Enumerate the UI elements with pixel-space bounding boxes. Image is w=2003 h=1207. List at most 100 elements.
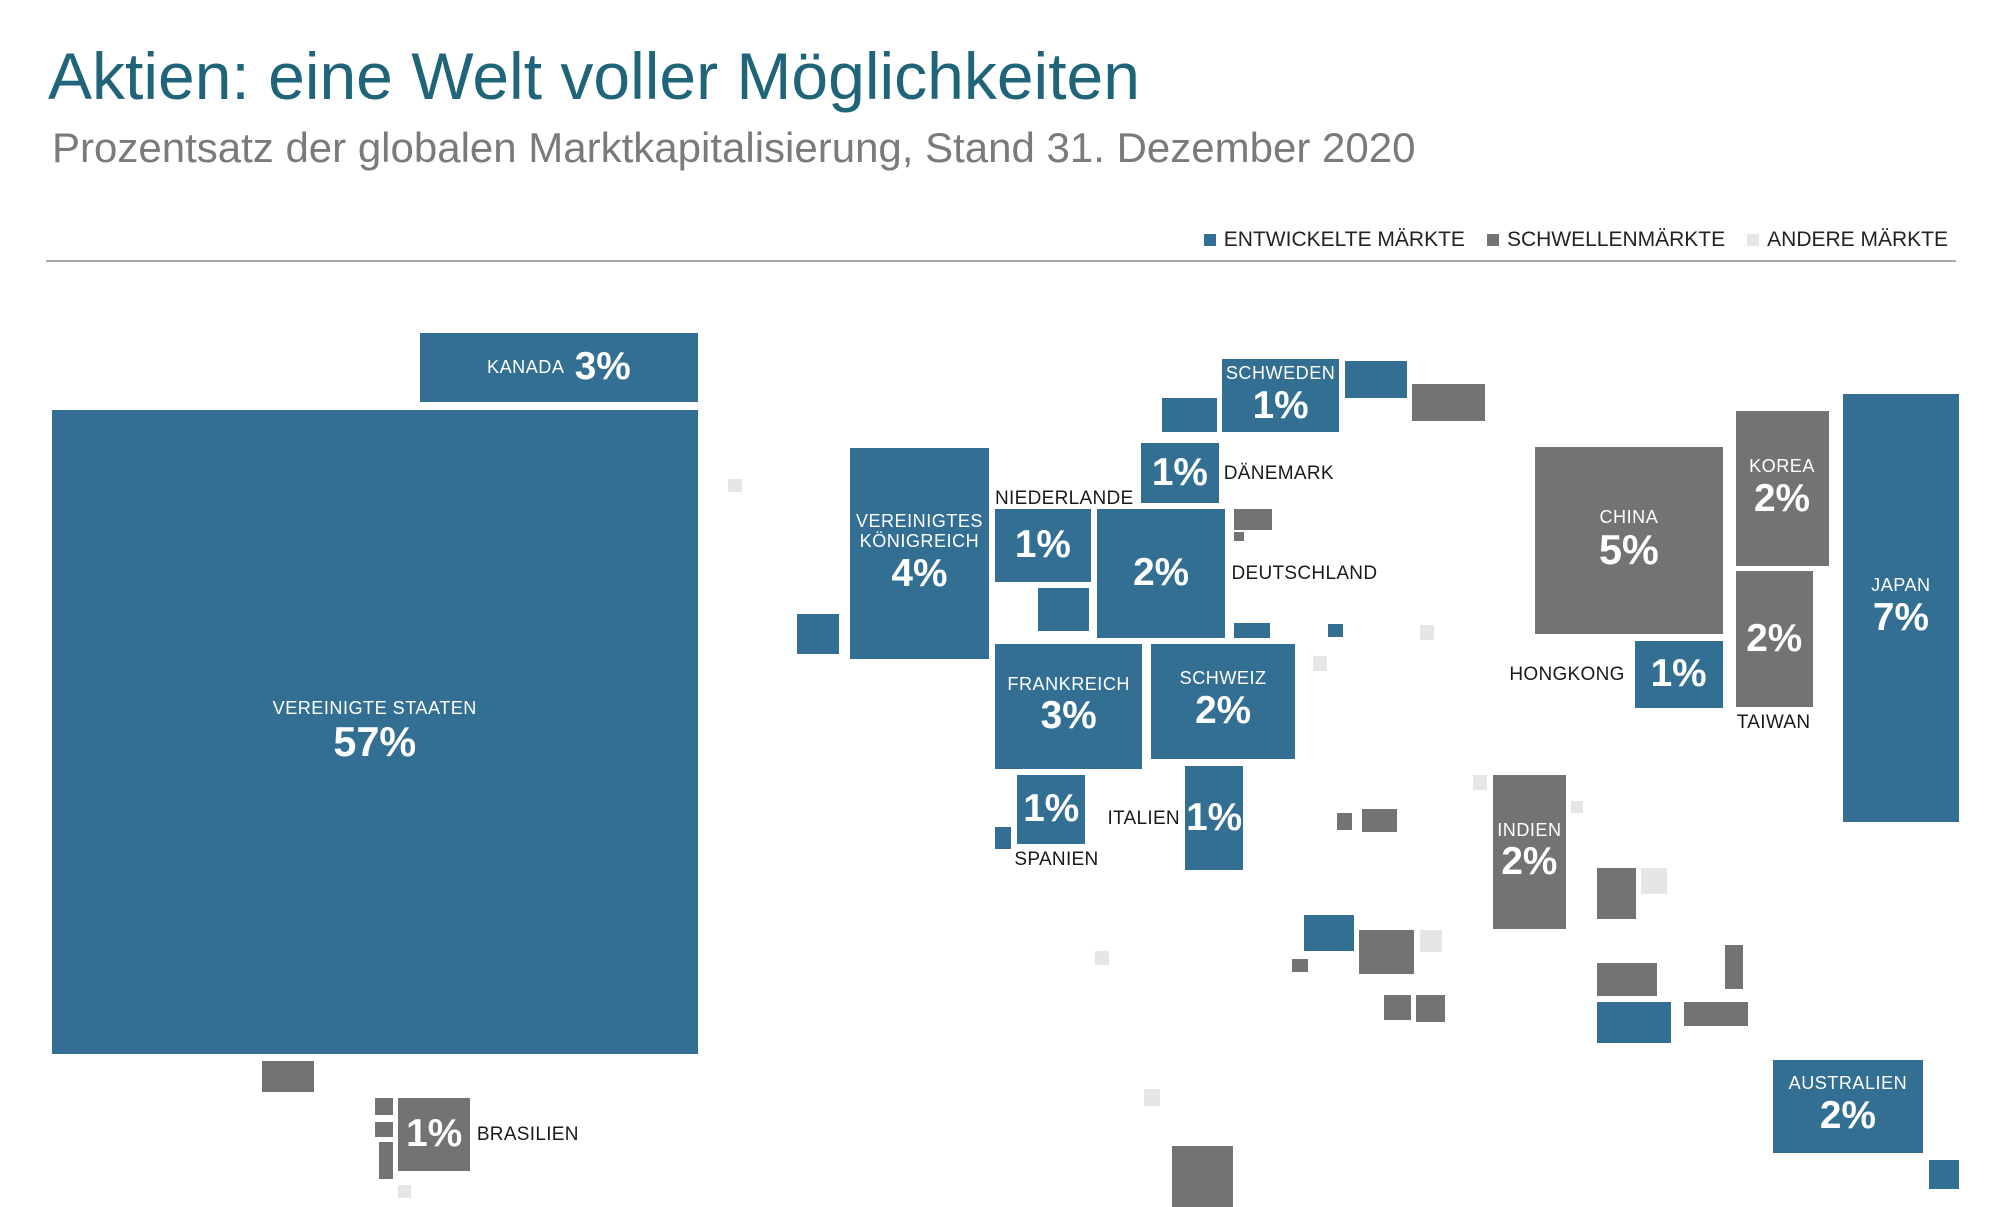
- unlabeled-market-tile: [1597, 1001, 1671, 1043]
- tile-content-spanien: 1%: [1017, 775, 1085, 843]
- country-tile-kanada: KANADA 3%: [419, 333, 698, 402]
- unlabeled-market-tile: [1725, 944, 1744, 989]
- country-name-australien: AUSTRALIEN: [1788, 1073, 1908, 1094]
- unlabeled-market-tile: [398, 1185, 411, 1198]
- country-value-deutschland: 2%: [1133, 551, 1190, 595]
- country-name-taiwan: TAIWAN: [1736, 712, 1811, 734]
- country-name-china: CHINA: [1599, 506, 1659, 527]
- country-name-schweiz: SCHWEIZ: [1179, 668, 1267, 689]
- country-tile-schweiz: SCHWEIZ 2%: [1151, 643, 1295, 759]
- country-tile-taiwan: 2%: [1735, 571, 1814, 707]
- tile-content-taiwan: 2%: [1736, 571, 1814, 707]
- unlabeled-market-tile: [1683, 1001, 1749, 1027]
- unlabeled-market-tile: [1172, 1146, 1233, 1207]
- country-name-frankreich: FRANKREICH: [1007, 673, 1130, 694]
- country-value-schweiz: 2%: [1195, 689, 1252, 733]
- unlabeled-market-tile: [1571, 801, 1583, 813]
- country-name-vereinigte-staaten: VEREINIGTE STAATEN: [272, 697, 477, 718]
- country-value-brasilien: 1%: [406, 1112, 463, 1156]
- tile-content-italien: 1%: [1185, 766, 1243, 869]
- country-name-korea: KOREA: [1749, 455, 1815, 476]
- legend-item-emerging: SCHWELLENMÄRKTE: [1486, 228, 1726, 252]
- country-tile-hongkong: 1%: [1634, 640, 1723, 709]
- country-value-australien: 2%: [1819, 1094, 1876, 1138]
- tile-content-brasilien: 1%: [398, 1098, 470, 1170]
- country-tile-frankreich: FRANKREICH 3%: [995, 643, 1143, 769]
- country-name-deutschland: DEUTSCHLAND: [1231, 563, 1378, 585]
- tile-content-kanada: KANADA 3%: [420, 333, 698, 401]
- country-value-vereinigte-staaten: 57%: [333, 718, 417, 765]
- unlabeled-market-tile: [1328, 624, 1343, 638]
- country-name-vereinigtes-koenigreich: VEREINIGTES KÖNIGREICH: [856, 511, 983, 553]
- unlabeled-market-tile: [1234, 509, 1272, 530]
- country-tile-australien: AUSTRALIEN 2%: [1772, 1059, 1923, 1153]
- unlabeled-market-tile: [1161, 398, 1218, 432]
- tile-content-vereinigte-staaten: VEREINIGTE STAATEN 57%: [52, 410, 698, 1055]
- unlabeled-market-tile: [1420, 625, 1435, 640]
- unlabeled-market-tile: [995, 827, 1011, 849]
- country-name-japan: JAPAN: [1871, 575, 1931, 596]
- legend-label-emerging: SCHWELLENMÄRKTE: [1506, 228, 1726, 251]
- country-name-niederlande: NIEDERLANDE: [995, 488, 1134, 510]
- country-name-hongkong: HONGKONG: [1509, 664, 1625, 686]
- page-title: Aktien: eine Welt voller Möglichkeiten: [48, 39, 1140, 113]
- country-tile-china: CHINA 5%: [1535, 447, 1723, 635]
- unlabeled-market-tile: [1359, 930, 1414, 975]
- tile-content-schweden: SCHWEDEN 1%: [1222, 359, 1338, 431]
- unlabeled-market-tile: [1345, 360, 1408, 398]
- unlabeled-market-tile: [1094, 951, 1109, 966]
- tile-content-hongkong: 1%: [1635, 641, 1723, 708]
- unlabeled-market-tile: [797, 613, 839, 654]
- tile-content-indien: INDIEN 2%: [1493, 775, 1567, 929]
- unlabeled-market-tile: [374, 1121, 393, 1138]
- country-value-hongkong: 1%: [1650, 652, 1707, 696]
- unlabeled-market-tile: [1234, 532, 1245, 542]
- country-tile-italien: 1%: [1185, 766, 1244, 870]
- unlabeled-market-tile: [378, 1142, 393, 1179]
- unlabeled-market-tile: [1303, 914, 1355, 952]
- country-tile-vereinigte-staaten: VEREINIGTE STAATEN 57%: [51, 409, 698, 1055]
- country-name-schweden: SCHWEDEN: [1225, 362, 1336, 383]
- tile-content-china: CHINA 5%: [1535, 447, 1722, 634]
- country-value-kanada: 3%: [574, 345, 631, 389]
- tile-content-frankreich: FRANKREICH 3%: [995, 644, 1142, 769]
- legend: ENTWICKELTE MÄRKTE SCHWELLENMÄRKTE ANDER…: [1203, 228, 1948, 252]
- country-value-korea: 2%: [1754, 476, 1811, 520]
- unlabeled-market-tile: [1641, 868, 1667, 895]
- country-name-indien: INDIEN: [1497, 819, 1562, 840]
- country-value-china: 5%: [1598, 527, 1659, 574]
- country-tile-korea: KOREA 2%: [1735, 410, 1829, 566]
- tile-content-daenemark: 1%: [1141, 443, 1219, 502]
- country-value-spanien: 1%: [1023, 787, 1080, 831]
- country-tile-deutschland: 2%: [1097, 509, 1226, 639]
- legend-swatch-developed: [1203, 234, 1216, 246]
- unlabeled-market-tile: [1384, 995, 1412, 1020]
- tile-content-japan: JAPAN 7%: [1843, 394, 1959, 822]
- country-name-line-vereinigtes-koenigreich: VEREINIGTES: [855, 510, 983, 531]
- legend-item-other: ANDERE MÄRKTE: [1747, 228, 1948, 252]
- country-value-vereinigtes-koenigreich: 4%: [891, 552, 948, 596]
- country-tile-brasilien: 1%: [398, 1098, 471, 1171]
- unlabeled-market-tile: [1416, 995, 1445, 1023]
- legend-swatch-emerging: [1486, 234, 1499, 246]
- unlabeled-market-tile: [262, 1060, 315, 1092]
- country-name-italien: ITALIEN: [1107, 807, 1180, 829]
- country-name-brasilien: BRASILIEN: [476, 1124, 579, 1146]
- country-tile-daenemark: 1%: [1141, 443, 1219, 503]
- tile-content-vereinigtes-koenigreich: VEREINIGTES KÖNIGREICH 4%: [850, 448, 988, 659]
- unlabeled-market-tile: [1292, 958, 1308, 972]
- legend-item-developed: ENTWICKELTE MÄRKTE: [1203, 228, 1465, 252]
- country-name-spanien: SPANIEN: [1014, 849, 1099, 870]
- tile-content-schweiz: SCHWEIZ 2%: [1151, 644, 1294, 759]
- country-name-kanada: KANADA: [487, 357, 565, 378]
- tile-content-niederlande: 1%: [995, 509, 1091, 581]
- unlabeled-market-tile: [1420, 930, 1443, 953]
- country-value-japan: 7%: [1872, 596, 1929, 640]
- country-value-schweden: 1%: [1252, 383, 1309, 427]
- unlabeled-market-tile: [1312, 656, 1328, 671]
- country-tile-niederlande: 1%: [995, 509, 1091, 582]
- unlabeled-market-tile: [1597, 868, 1636, 919]
- unlabeled-market-tile: [1412, 383, 1485, 422]
- unlabeled-market-tile: [1143, 1089, 1161, 1107]
- unlabeled-market-tile: [1037, 587, 1090, 631]
